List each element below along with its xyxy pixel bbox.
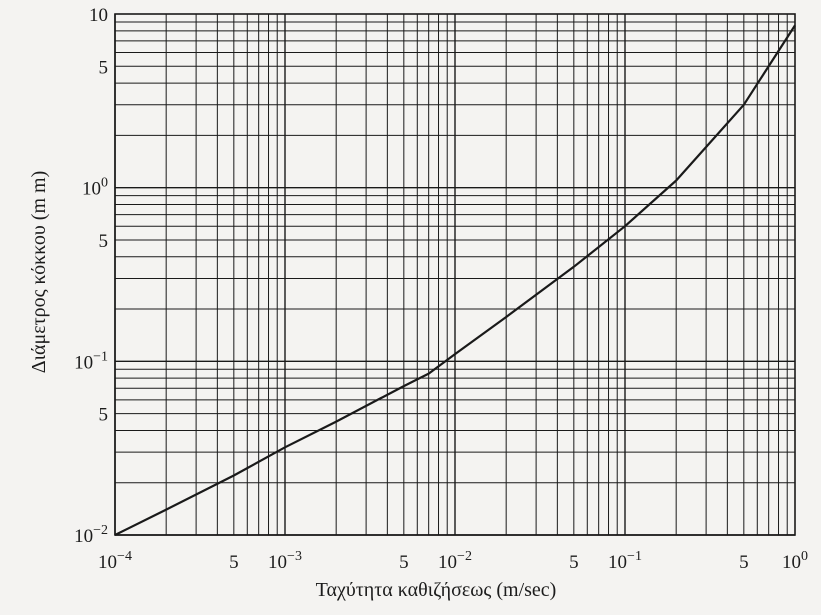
series-line-0 — [114, 24, 796, 536]
series-layer — [114, 24, 796, 536]
y-tick-label: 100 — [82, 176, 108, 200]
tick-labels: 10−4 5 10−3 5 10−2 5 10−1 5 100 10 5 100 5 10−1 5 10−2 — [74, 5, 808, 573]
y-tick-label: 5 — [99, 57, 109, 78]
x-tick-label: 10−4 — [98, 549, 132, 573]
x-tick-label: 10−3 — [268, 549, 302, 573]
y-axis-title: Διάμετρος κόκκου (m m) — [28, 171, 50, 373]
x-tick-label: 100 — [782, 549, 808, 573]
grid — [114, 13, 796, 536]
x-tick-label: 5 — [569, 552, 579, 573]
y-tick-label: 5 — [99, 405, 109, 426]
x-tick-label: 10−2 — [438, 549, 472, 573]
x-tick-label: 5 — [739, 552, 749, 573]
x-tick-label: 5 — [229, 552, 239, 573]
y-tick-label: 10−1 — [74, 349, 108, 373]
y-tick-label: 5 — [99, 231, 109, 252]
plot-frame — [114, 13, 796, 536]
x-axis-title: Ταχύτητα καθιζήσεως (m/sec) — [316, 579, 557, 601]
x-tick-label: 5 — [399, 552, 409, 573]
y-tick-label: 10−2 — [74, 523, 108, 547]
x-tick-label: 10−1 — [608, 549, 642, 573]
y-tick-label: 10 — [89, 5, 108, 26]
